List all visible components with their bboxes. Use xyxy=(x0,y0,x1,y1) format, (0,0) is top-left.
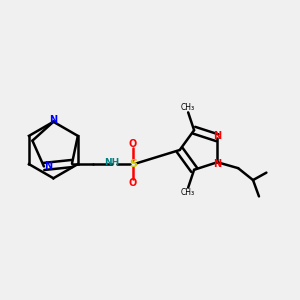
Text: S: S xyxy=(129,158,137,169)
Text: O: O xyxy=(129,178,137,188)
Text: CH₃: CH₃ xyxy=(181,103,195,112)
Text: N: N xyxy=(213,159,221,169)
Text: NH: NH xyxy=(104,158,120,166)
Text: N: N xyxy=(213,131,221,141)
Text: N: N xyxy=(49,115,58,125)
Text: N: N xyxy=(44,161,52,172)
Text: CH₃: CH₃ xyxy=(181,188,195,196)
Text: O: O xyxy=(129,139,137,149)
